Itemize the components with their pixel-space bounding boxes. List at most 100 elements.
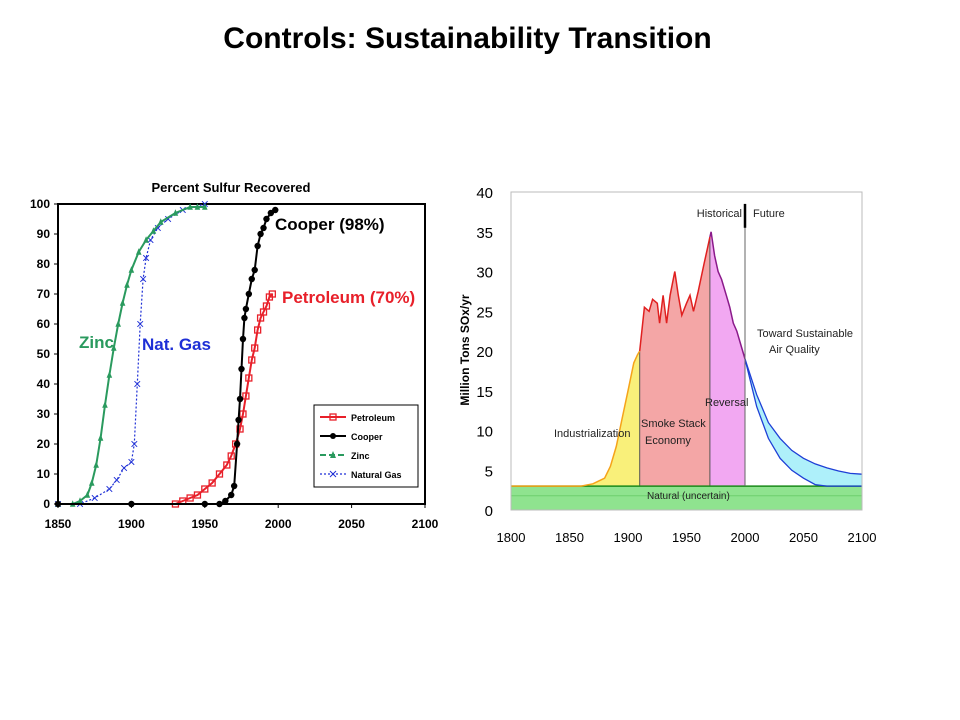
point-zinc bbox=[115, 320, 121, 327]
point-cooper bbox=[238, 365, 245, 373]
point-natural-gas bbox=[137, 320, 144, 328]
right-y-tick-label: 25 bbox=[476, 304, 493, 321]
left-y-tick-label: 50 bbox=[37, 347, 51, 361]
point-petroleum bbox=[223, 461, 231, 469]
label-smoke-stack-2: Economy bbox=[645, 435, 691, 447]
point-cooper bbox=[128, 500, 135, 508]
right-x-tick-label: 1900 bbox=[614, 530, 643, 545]
right-x-tick-label: 2000 bbox=[731, 530, 760, 545]
right-y-tick-label: 35 bbox=[476, 225, 493, 242]
left-x-tick-label: 2000 bbox=[265, 517, 292, 531]
point-cooper bbox=[241, 314, 248, 322]
right-y-axis: 0 5 10 15 20 25 30 35 40 bbox=[476, 185, 493, 520]
point-zinc bbox=[110, 344, 117, 351]
left-y-tick-label: 30 bbox=[37, 407, 51, 421]
legend-label: Cooper bbox=[351, 432, 383, 442]
point-cooper bbox=[54, 500, 62, 508]
series-petroleum bbox=[171, 290, 276, 508]
series-cooper bbox=[54, 206, 279, 508]
point-zinc bbox=[150, 227, 157, 234]
point-petroleum bbox=[227, 452, 235, 460]
point-cooper bbox=[201, 500, 208, 508]
legend-item-zinc: Zinc bbox=[320, 451, 370, 461]
point-cooper bbox=[263, 215, 270, 223]
point-cooper bbox=[230, 482, 238, 490]
point-petroleum bbox=[186, 494, 194, 502]
left-y-tick-label: 100 bbox=[30, 197, 50, 211]
point-petroleum bbox=[208, 479, 216, 487]
sulfur-recovered-chart: Percent Sulfur Recovered 0 10 20 30 40 50 60 70… bbox=[30, 180, 439, 531]
label-toward-2: Air Quality bbox=[769, 344, 820, 356]
annotation-petroleum: Petroleum (70%) bbox=[282, 288, 415, 307]
left-series-group bbox=[54, 200, 279, 508]
point-petroleum bbox=[242, 392, 250, 400]
point-zinc bbox=[106, 371, 113, 378]
point-petroleum bbox=[215, 470, 224, 478]
left-y-tick-label: 80 bbox=[37, 257, 51, 271]
point-petroleum bbox=[262, 302, 271, 310]
right-y-tick-label: 20 bbox=[476, 344, 493, 361]
right-x-tick-label: 1950 bbox=[672, 530, 701, 545]
point-natural-gas bbox=[106, 485, 113, 493]
line-zinc bbox=[58, 206, 205, 505]
point-cooper bbox=[236, 395, 244, 403]
left-x-tick-label: 2100 bbox=[412, 517, 439, 531]
sox-emissions-chart: 0 5 10 15 20 25 30 35 40 1800 1850 1900 1950 2000 205… bbox=[458, 185, 877, 545]
annotation-cooper: Cooper (98%) bbox=[275, 215, 385, 234]
right-plot-content bbox=[511, 203, 863, 510]
point-zinc bbox=[143, 236, 149, 243]
point-cooper bbox=[248, 275, 255, 283]
point-zinc bbox=[172, 209, 179, 216]
point-zinc bbox=[93, 461, 99, 468]
point-cooper bbox=[245, 290, 253, 298]
point-natural-gas bbox=[131, 440, 138, 448]
left-y-tick-label: 10 bbox=[37, 467, 51, 481]
legend-item-natural-gas: Natural Gas bbox=[320, 470, 402, 480]
left-x-tick-label: 1850 bbox=[45, 517, 72, 531]
legend-marker-petroleum bbox=[329, 413, 337, 421]
point-petroleum bbox=[193, 491, 202, 499]
left-chart-title: Percent Sulfur Recovered bbox=[152, 180, 311, 195]
legend-item-cooper: Cooper bbox=[320, 432, 383, 442]
legend-marker-natural-gas bbox=[329, 470, 337, 478]
label-natural: Natural (uncertain) bbox=[647, 491, 730, 502]
right-y-tick-label: 10 bbox=[476, 424, 493, 441]
point-petroleum bbox=[245, 374, 253, 382]
right-y-tick-label: 5 bbox=[485, 463, 493, 480]
point-petroleum bbox=[251, 344, 259, 352]
label-smoke-stack-1: Smoke Stack bbox=[641, 418, 706, 430]
legend-label: Petroleum bbox=[351, 413, 395, 423]
left-y-tick-label: 90 bbox=[37, 227, 51, 241]
emissions-line bbox=[638, 236, 711, 352]
right-y-tick-label: 30 bbox=[476, 265, 493, 282]
natural-band bbox=[511, 486, 862, 510]
left-y-axis: 0 10 20 30 40 50 60 70 80 90 100 bbox=[30, 197, 58, 511]
legend-label: Natural Gas bbox=[351, 470, 402, 480]
right-x-axis: 1800 1850 1900 1950 2000 2050 2100 bbox=[497, 530, 877, 545]
left-x-tick-label: 2050 bbox=[338, 517, 365, 531]
point-cooper bbox=[235, 416, 242, 424]
point-natural-gas bbox=[142, 254, 150, 262]
point-cooper bbox=[239, 335, 247, 343]
point-natural-gas bbox=[154, 224, 161, 232]
right-plot-frame bbox=[510, 191, 863, 511]
label-industrialization: Industrialization bbox=[554, 428, 630, 440]
emissions-line bbox=[709, 231, 746, 360]
right-x-tick-label: 2100 bbox=[848, 530, 877, 545]
slide-title: Controls: Sustainability Transition bbox=[223, 22, 712, 55]
point-zinc bbox=[157, 218, 164, 225]
phase-industrialization bbox=[581, 351, 640, 487]
left-y-tick-label: 20 bbox=[37, 437, 51, 451]
point-cooper bbox=[260, 224, 267, 232]
legend-label: Zinc bbox=[351, 451, 370, 461]
point-natural-gas bbox=[134, 380, 141, 388]
phase-toward-sustainable-air-quality bbox=[745, 359, 862, 487]
point-cooper bbox=[216, 500, 223, 508]
projection-lower-line bbox=[744, 358, 862, 487]
right-y-tick-label: 15 bbox=[476, 384, 493, 401]
point-petroleum bbox=[248, 356, 256, 364]
right-y-axis-label: Million Tons SOx/yr bbox=[458, 294, 472, 405]
point-zinc bbox=[102, 401, 108, 408]
point-zinc bbox=[88, 479, 95, 486]
left-legend: Petroleum Cooper Zinc Natural Gas bbox=[313, 404, 419, 488]
